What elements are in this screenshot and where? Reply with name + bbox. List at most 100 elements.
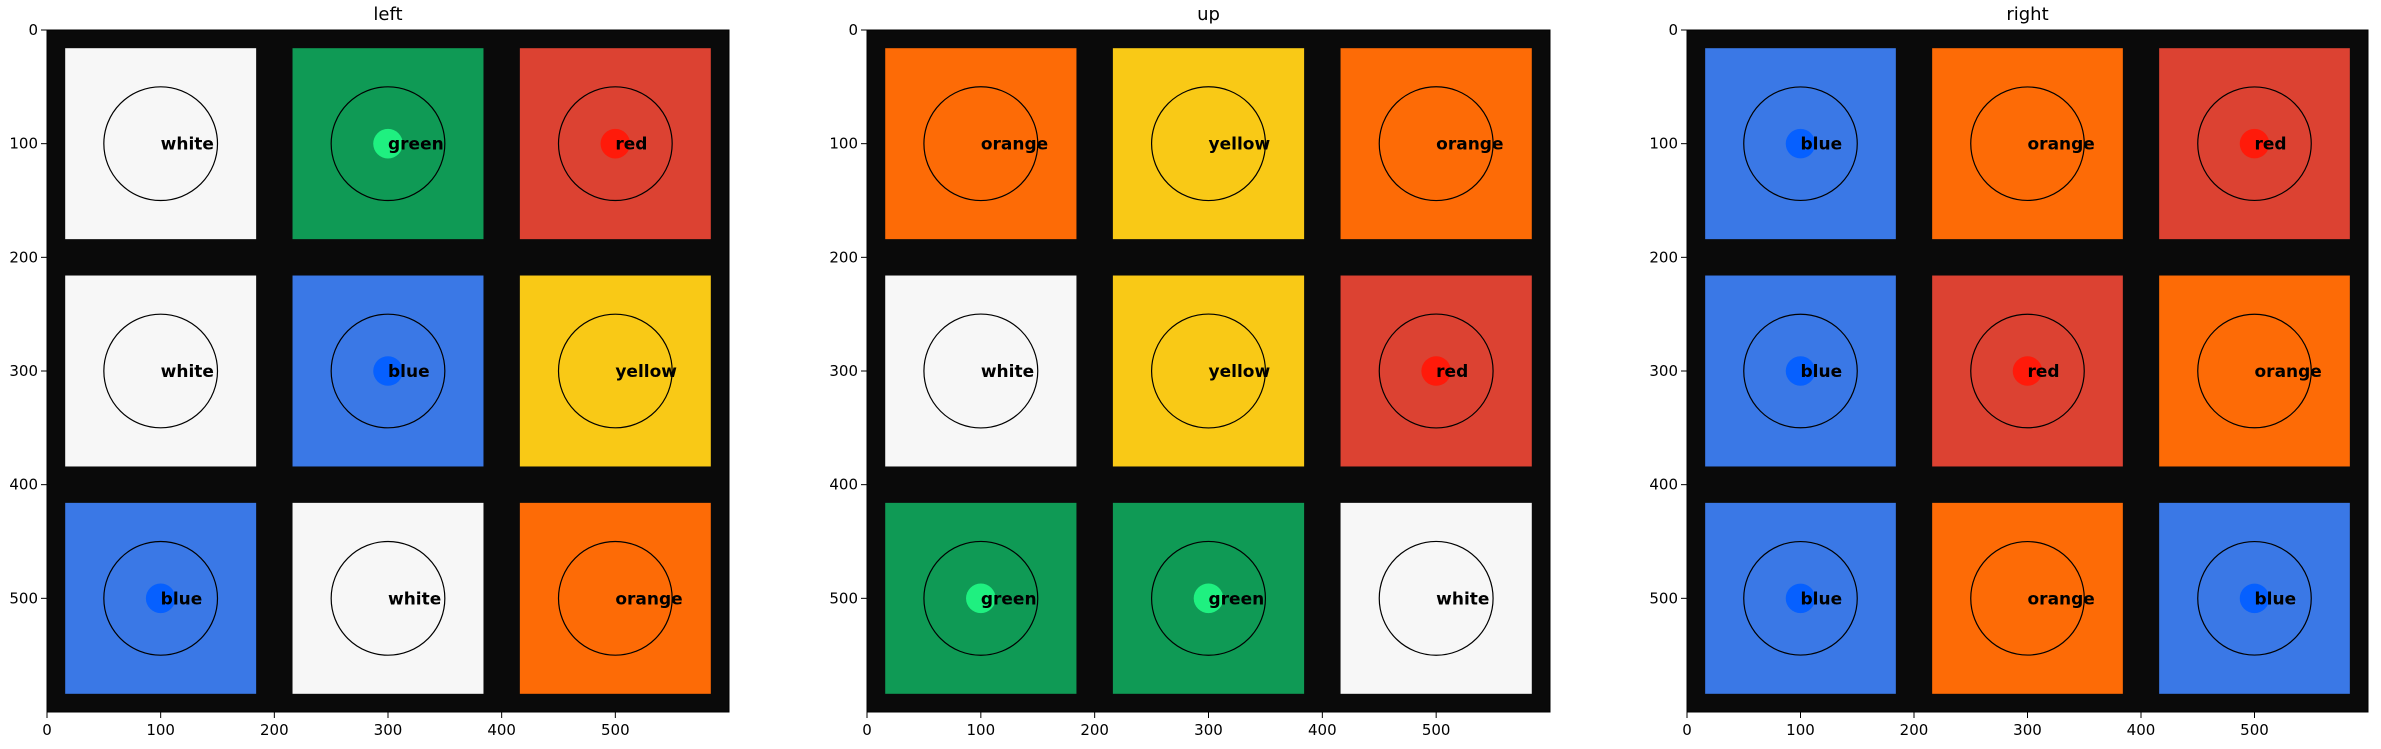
detection-circle — [1970, 313, 2085, 429]
y-tick-label: 200 — [9, 248, 38, 266]
cell-label: blue — [1801, 589, 1843, 609]
detection-marker — [1421, 356, 1451, 386]
sticker-white — [65, 48, 257, 240]
detection-circle — [103, 86, 219, 202]
x-tick-label: 300 — [1194, 721, 1223, 739]
panel-left: white green red white blue yellow blue white ora… — [9, 21, 730, 739]
y-tick-label: 500 — [9, 589, 38, 607]
panel-title-up: up — [1197, 4, 1220, 25]
y-tick-label: 100 — [829, 135, 858, 153]
detection-marker — [2239, 583, 2270, 614]
sticker-white — [1340, 502, 1532, 694]
cell-label: blue — [1801, 135, 1843, 155]
detection-circle — [330, 86, 446, 202]
sticker-orange — [519, 502, 711, 694]
detection-marker — [373, 356, 403, 386]
detection-marker — [1785, 128, 1816, 159]
detection-marker — [373, 128, 403, 159]
detection-circle — [1378, 86, 1494, 202]
y-tick-label: 500 — [1649, 589, 1678, 607]
sticker-orange — [1932, 502, 2123, 694]
y-tick-label: 500 — [829, 589, 858, 607]
panel-title-right: right — [2006, 4, 2049, 25]
y-tick-label: 200 — [1649, 248, 1678, 266]
detection-circle — [2197, 86, 2312, 202]
cell-label: white — [981, 362, 1034, 382]
detection-circle — [330, 313, 446, 429]
x-tick-label: 200 — [260, 721, 289, 739]
x-tick-label: 100 — [1786, 721, 1815, 739]
cell-label: blue — [1801, 362, 1843, 382]
detection-circle — [557, 313, 673, 429]
sticker-yellow — [1112, 48, 1305, 240]
cell-label: blue — [2255, 589, 2297, 609]
y-tick-label: 0 — [848, 21, 858, 39]
y-tick-label: 200 — [829, 248, 858, 266]
sticker-orange — [1340, 48, 1532, 240]
cell-label: orange — [2255, 362, 2322, 382]
cell-label: yellow — [1209, 362, 1271, 382]
x-tick-label: 400 — [2127, 721, 2156, 739]
cell-label: green — [981, 589, 1037, 609]
detection-circle — [1970, 86, 2085, 202]
x-tick-label: 100 — [967, 721, 996, 739]
cell-label: red — [2255, 135, 2287, 155]
sticker-yellow — [1112, 275, 1305, 467]
x-tick-label: 0 — [42, 721, 52, 739]
panel-up: orange yellow orange white yellow red green gre… — [829, 21, 1551, 739]
cell-label: orange — [2028, 135, 2095, 155]
sticker-white — [292, 502, 484, 694]
sticker-orange — [885, 48, 1077, 240]
cell-label: red — [1436, 362, 1468, 382]
detection-circle — [103, 540, 219, 656]
panel-title-left: left — [373, 4, 403, 25]
x-tick-label: 400 — [487, 721, 516, 739]
x-tick-label: 500 — [1422, 721, 1451, 739]
y-tick-label: 300 — [1649, 362, 1678, 380]
cell-label: red — [2028, 362, 2060, 382]
cell-label: orange — [1436, 135, 1503, 155]
cell-label: yellow — [615, 362, 677, 382]
y-tick-label: 300 — [9, 362, 38, 380]
detection-circle — [330, 540, 446, 656]
detection-circle — [557, 540, 673, 656]
cell-label: blue — [161, 589, 203, 609]
detection-marker — [600, 128, 631, 159]
cell-label: white — [388, 589, 441, 609]
x-tick-label: 400 — [1308, 721, 1337, 739]
detection-circle — [923, 86, 1039, 202]
detection-marker — [1193, 583, 1224, 614]
detection-circle — [557, 86, 673, 202]
detection-circle — [1150, 86, 1267, 202]
sticker-white — [65, 275, 257, 467]
x-tick-label: 500 — [2240, 721, 2269, 739]
y-tick-label: 400 — [9, 476, 38, 494]
detection-circle — [923, 540, 1039, 656]
detection-marker — [2239, 128, 2270, 159]
y-tick-label: 0 — [1668, 21, 1678, 39]
x-tick-label: 0 — [862, 721, 872, 739]
panel-right: blue orange red blue red orange blue orange blue… — [1649, 21, 2369, 739]
detection-circle — [1970, 540, 2085, 656]
sticker-orange — [1932, 48, 2123, 240]
x-tick-label: 300 — [2013, 721, 2042, 739]
sticker-orange — [2159, 275, 2350, 467]
y-tick-label: 0 — [28, 21, 38, 39]
cell-label: white — [161, 135, 214, 155]
detection-circle — [1743, 86, 1858, 202]
cell-label: white — [161, 362, 214, 382]
detection-circle — [923, 313, 1039, 429]
cell-label: orange — [2028, 589, 2095, 609]
detection-circle — [1743, 313, 1858, 429]
y-tick-label: 400 — [829, 476, 858, 494]
detection-marker — [2012, 356, 2043, 386]
detection-circle — [2197, 313, 2312, 429]
x-tick-label: 500 — [601, 721, 630, 739]
cell-label: red — [615, 135, 647, 155]
detection-circle — [103, 313, 219, 429]
cell-label: green — [388, 135, 444, 155]
x-tick-label: 200 — [1080, 721, 1109, 739]
cell-label: orange — [981, 135, 1048, 155]
y-tick-label: 300 — [829, 362, 858, 380]
